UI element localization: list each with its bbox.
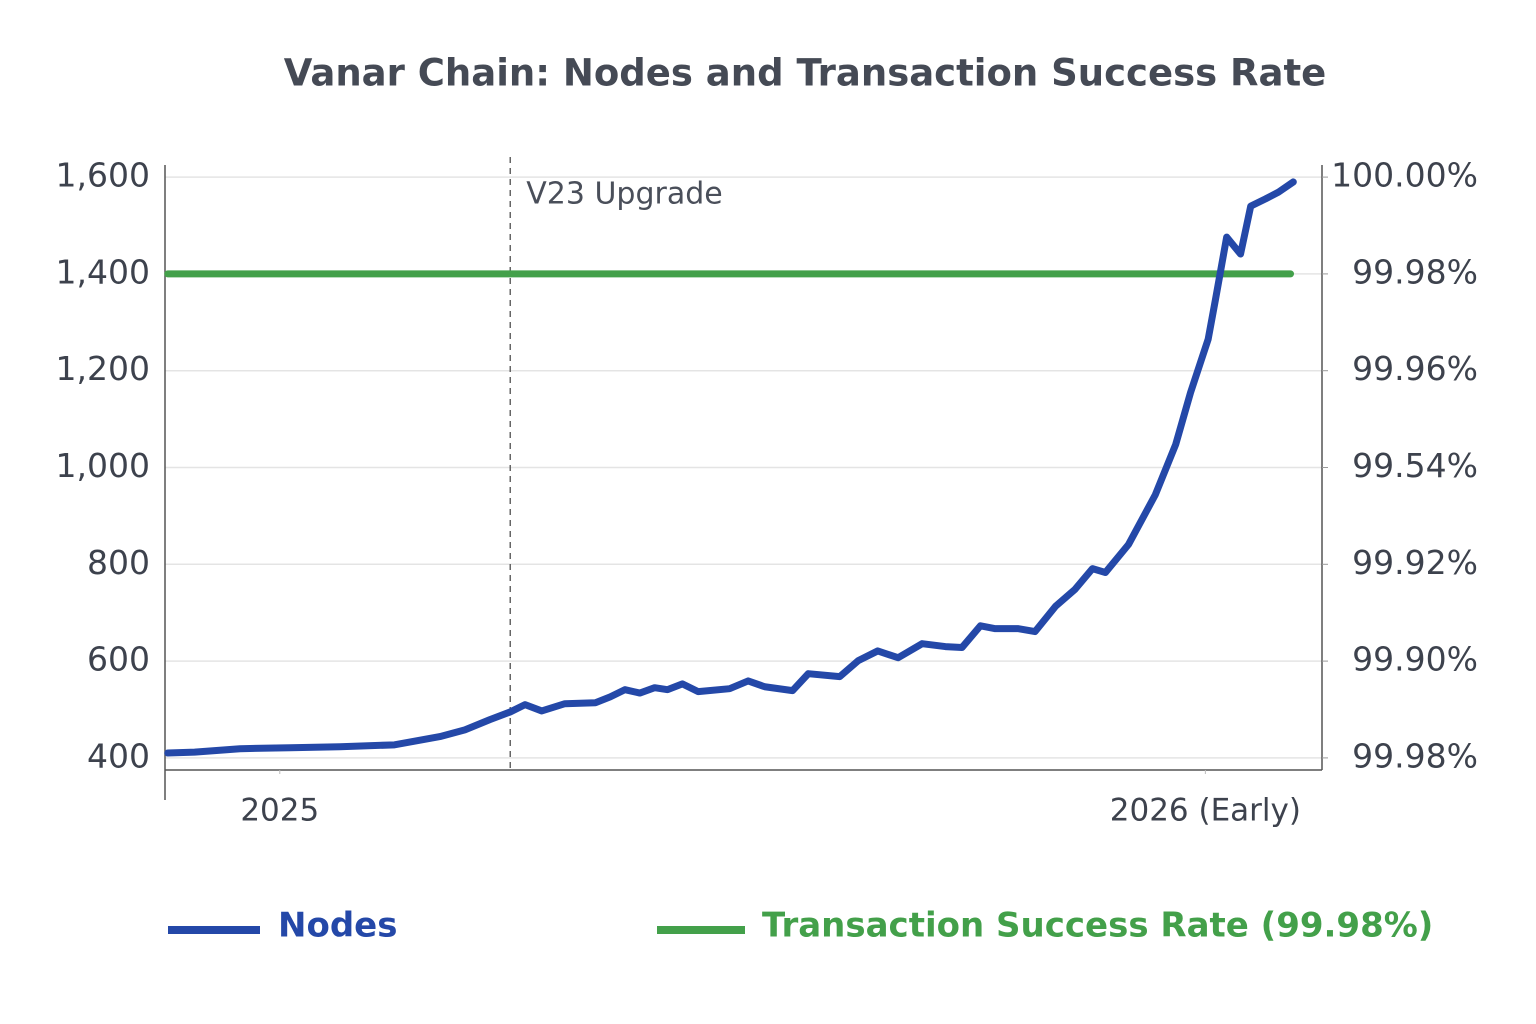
y-tick-label: 600 [87, 640, 150, 679]
y2-tick-label: 99.96% [1352, 349, 1478, 388]
legend-label: Nodes [278, 906, 397, 946]
y2-tick-label: 99.54% [1352, 446, 1478, 485]
chart-title: Vanar Chain: Nodes and Transaction Succe… [284, 52, 1327, 95]
grid [165, 176, 1322, 759]
y-tick-label: 1,000 [56, 446, 150, 485]
y-tick-label: 800 [87, 543, 150, 582]
y2-tick-label: 99.92% [1352, 543, 1478, 582]
y-tick-label: 1,600 [56, 156, 150, 195]
legend-label: Transaction Success Rate (99.98%) [762, 906, 1433, 946]
y2-tick-label: 99.98% [1352, 252, 1478, 291]
y-tick-label: 1,400 [56, 252, 150, 291]
y-tick-label: 1,200 [56, 349, 150, 388]
x-tick-label: 2026 (Early) [1110, 793, 1301, 829]
y2-tick-label: 100.00% [1331, 156, 1478, 195]
y-tick-label: 400 [87, 736, 150, 775]
y2-tick-label: 99.98% [1352, 736, 1478, 775]
annotation-text: V23 Upgrade [526, 177, 723, 212]
data-line [164, 178, 1297, 757]
x-tick-label: 2025 [240, 793, 319, 829]
y2-tick-label: 99.90% [1352, 640, 1478, 679]
